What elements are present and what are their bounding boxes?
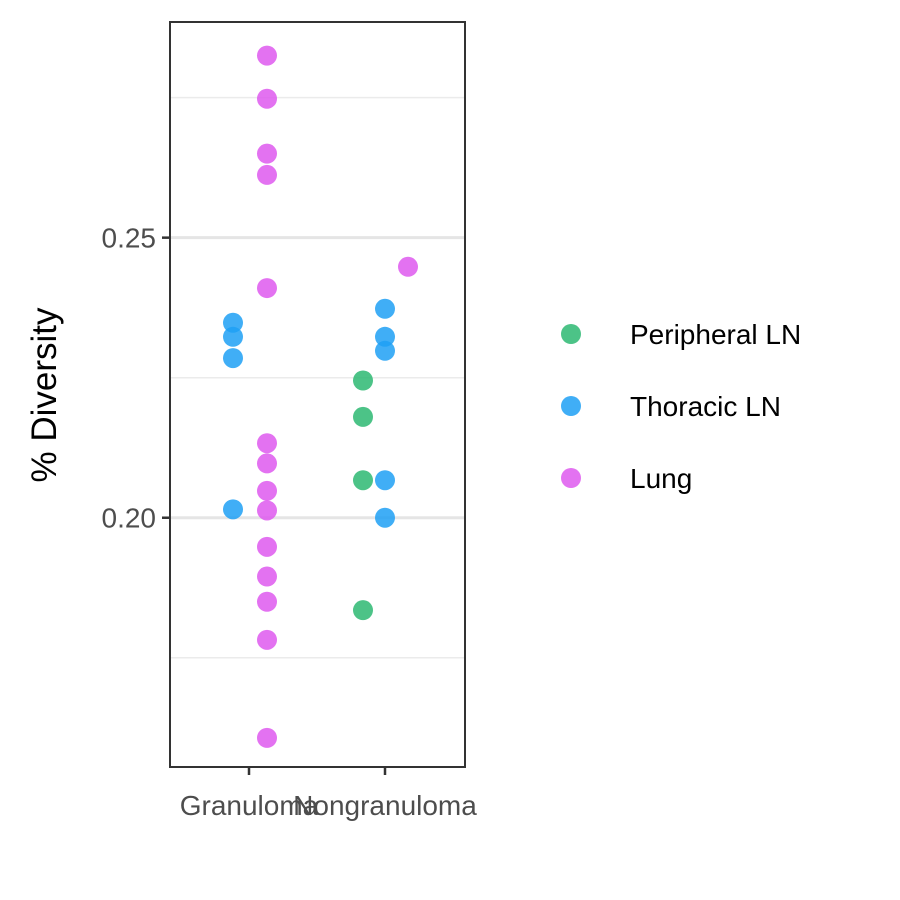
legend-label: Lung bbox=[630, 463, 692, 494]
legend-label: Thoracic LN bbox=[630, 391, 781, 422]
data-point bbox=[375, 340, 395, 361]
data-point bbox=[257, 45, 277, 66]
data-point bbox=[223, 348, 243, 369]
data-point bbox=[257, 143, 277, 164]
plot-panel-border bbox=[169, 21, 466, 768]
data-point bbox=[257, 164, 277, 185]
data-point bbox=[257, 278, 277, 299]
data-point bbox=[398, 256, 418, 277]
data-point bbox=[257, 88, 277, 109]
data-point bbox=[375, 298, 395, 319]
data-point bbox=[257, 629, 277, 650]
y-axis: 0.20 0.25 bbox=[102, 223, 170, 534]
data-point bbox=[257, 536, 277, 557]
y-axis-title: % Diversity bbox=[25, 307, 64, 483]
data-point bbox=[353, 370, 373, 391]
y-tick-label: 0.20 bbox=[102, 503, 157, 534]
data-point bbox=[257, 433, 277, 454]
data-point bbox=[257, 727, 277, 748]
data-point bbox=[257, 566, 277, 587]
legend-key bbox=[561, 324, 581, 344]
y-tick-label: 0.25 bbox=[102, 223, 157, 254]
legend-key bbox=[561, 468, 581, 488]
data-point bbox=[375, 507, 395, 528]
x-tick-label: Granuloma bbox=[180, 790, 319, 821]
grid-lines bbox=[170, 96, 465, 659]
data-point bbox=[375, 326, 395, 347]
data-point bbox=[223, 326, 243, 347]
data-point bbox=[353, 406, 373, 427]
data-point bbox=[223, 312, 243, 333]
data-points bbox=[223, 45, 418, 748]
data-point bbox=[257, 480, 277, 501]
legend-key bbox=[561, 396, 581, 416]
data-point bbox=[257, 453, 277, 474]
legend-label: Peripheral LN bbox=[630, 319, 801, 350]
data-point bbox=[257, 591, 277, 612]
data-point bbox=[353, 600, 373, 621]
data-point bbox=[223, 499, 243, 520]
data-point bbox=[353, 470, 373, 491]
data-point bbox=[375, 470, 395, 491]
data-point bbox=[257, 500, 277, 521]
x-tick-label: Nongranuloma bbox=[293, 790, 477, 821]
legend: Peripheral LN Thoracic LN Lung bbox=[561, 319, 801, 494]
